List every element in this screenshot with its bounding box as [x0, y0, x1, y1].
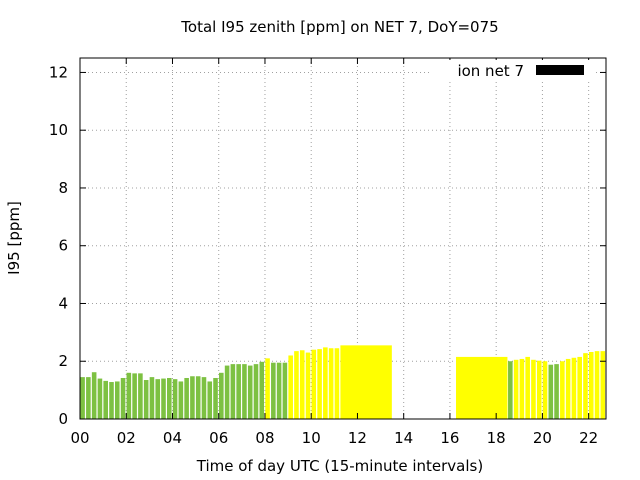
- bar: [600, 351, 606, 419]
- x-tick-label: 06: [209, 429, 228, 447]
- bar: [86, 377, 91, 419]
- x-tick-label: 02: [117, 429, 136, 447]
- bar: [317, 349, 322, 419]
- bar: [114, 381, 120, 419]
- bar: [120, 377, 126, 419]
- y-tick-label: 12: [49, 63, 68, 81]
- bar: [542, 361, 548, 419]
- bar: [294, 351, 299, 419]
- bar: [305, 352, 311, 419]
- bar: [276, 362, 282, 419]
- bar: [565, 358, 571, 419]
- bar: [201, 377, 207, 419]
- bar: [583, 353, 588, 419]
- y-tick-label: 2: [58, 352, 68, 370]
- legend-swatch: [536, 65, 584, 75]
- x-axis-title: Time of day UTC (15-minute intervals): [196, 457, 483, 475]
- bar: [97, 378, 103, 419]
- y-tick-label: 0: [58, 410, 68, 428]
- bar: [155, 379, 161, 419]
- y-tick-label: 4: [58, 294, 68, 312]
- bar: [536, 360, 542, 419]
- y-tick-label: 6: [58, 237, 68, 255]
- bar: [588, 351, 594, 419]
- bar: [219, 372, 224, 419]
- x-tick-label: 16: [440, 429, 459, 447]
- axis-ticks: [79, 58, 606, 420]
- bar: [132, 373, 137, 419]
- x-tick-label: 14: [394, 429, 413, 447]
- bar: [230, 364, 236, 419]
- bar: [161, 378, 166, 419]
- y-axis-title: I95 [ppm]: [5, 201, 23, 275]
- bar: [282, 362, 288, 419]
- y-tick-label: 8: [58, 179, 68, 197]
- bar: [271, 362, 276, 419]
- x-tick-label: 22: [579, 429, 598, 447]
- bar: [323, 347, 328, 419]
- bar: [178, 381, 184, 419]
- x-tick-label: 10: [302, 429, 321, 447]
- bar: [594, 351, 600, 419]
- bar: [525, 356, 530, 419]
- bar: [531, 359, 536, 419]
- bar: [328, 348, 334, 419]
- bar: [213, 377, 218, 419]
- plot-frame: [79, 57, 607, 420]
- bar: [456, 356, 508, 419]
- grid-lines: [80, 58, 606, 419]
- bar: [167, 377, 172, 419]
- x-tick-label: 20: [533, 429, 552, 447]
- chart-title: Total I95 zenith [ppm] on NET 7, DoY=075: [180, 18, 498, 36]
- bar: [236, 364, 241, 419]
- bar: [311, 349, 317, 419]
- bar: [242, 364, 247, 419]
- bar: [508, 361, 513, 419]
- bar: [513, 359, 519, 419]
- bar: [149, 377, 155, 419]
- x-tick-labels: 00 02 04 06 08 10 12 14 16 18 20 22: [70, 429, 598, 447]
- bar: [548, 364, 554, 419]
- bar: [103, 380, 109, 419]
- bar: [109, 382, 114, 419]
- legend-label: ion net 7: [457, 62, 524, 80]
- y-tick-label: 10: [49, 121, 68, 139]
- bar: [190, 376, 195, 419]
- x-tick-label: 04: [163, 429, 182, 447]
- bar: [80, 377, 85, 419]
- bar: [143, 380, 149, 419]
- bar: [577, 356, 582, 419]
- x-tick-label: 12: [348, 429, 367, 447]
- bar: [184, 377, 189, 419]
- bar: [172, 379, 178, 419]
- bar: [91, 372, 97, 419]
- y-tick-labels: 0 2 4 6 8 10 12: [49, 63, 68, 428]
- bar: [207, 381, 213, 419]
- bar: [340, 345, 392, 419]
- bar: [253, 364, 259, 419]
- bar: [554, 364, 559, 419]
- bar: [288, 355, 293, 419]
- x-tick-label: 00: [70, 429, 89, 447]
- bar: [126, 372, 132, 419]
- bar: [519, 358, 525, 419]
- x-tick-label: 08: [255, 429, 274, 447]
- bar: [224, 365, 230, 419]
- x-tick-label: 18: [487, 429, 506, 447]
- bar: [560, 361, 565, 419]
- bar: [247, 365, 253, 419]
- bar-series: [80, 345, 606, 419]
- bar: [259, 361, 265, 419]
- bar: [138, 373, 143, 419]
- legend: ion net 7: [430, 60, 595, 82]
- bar: [299, 350, 305, 419]
- bar: [334, 348, 340, 419]
- bar: [265, 358, 270, 419]
- bar: [571, 357, 577, 419]
- bar: [195, 376, 201, 419]
